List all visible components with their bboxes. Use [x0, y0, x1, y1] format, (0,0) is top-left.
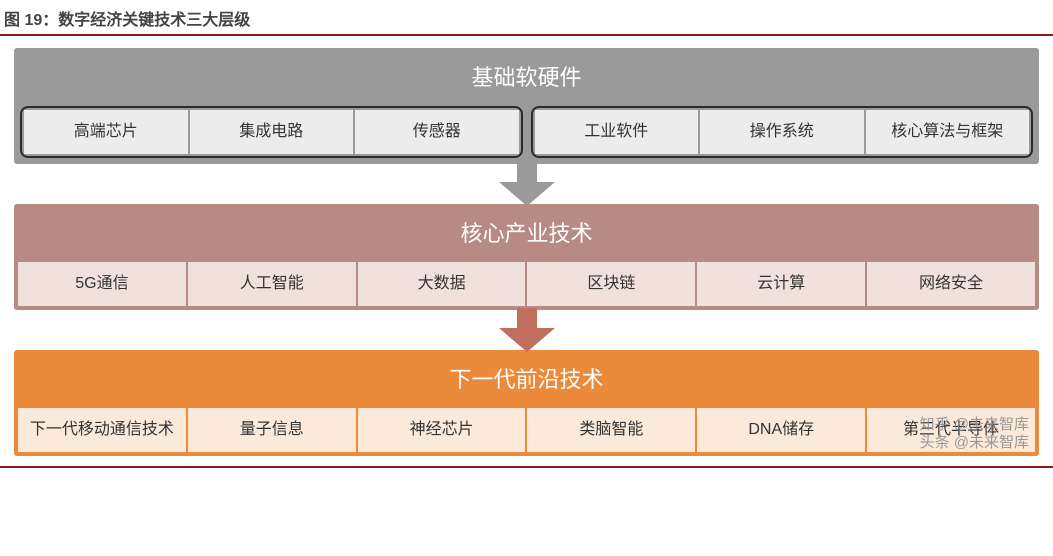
tier-2-item-4: DNA储存	[697, 408, 865, 452]
tier-0: 基础软硬件 高端芯片 集成电路 传感器 工业软件 操作系统 核心算法与框架	[14, 48, 1039, 164]
tier-0-group-0-item-1: 集成电路	[190, 110, 354, 154]
tier-1-items: 5G通信 人工智能 大数据 区块链 云计算 网络安全	[16, 262, 1037, 308]
diagram-canvas: 基础软硬件 高端芯片 集成电路 传感器 工业软件 操作系统 核心算法与框架 核心…	[0, 36, 1053, 468]
tier-1-item-5: 网络安全	[867, 262, 1035, 306]
tier-2-item-3: 类脑智能	[527, 408, 695, 452]
tier-0-group-0-item-2: 传感器	[355, 110, 519, 154]
tier-1: 核心产业技术 5G通信 人工智能 大数据 区块链 云计算 网络安全	[14, 204, 1039, 310]
tier-1-item-0: 5G通信	[18, 262, 186, 306]
tier-0-group-0: 高端芯片 集成电路 传感器	[20, 106, 523, 158]
tier-2-items: 下一代移动通信技术 量子信息 神经芯片 类脑智能 DNA储存 第三代半导体	[16, 408, 1037, 454]
arrow-0-shape	[499, 162, 555, 206]
figure-title: 图 19：数字经济关键技术三大层级	[0, 0, 1053, 36]
tier-1-item-1: 人工智能	[188, 262, 356, 306]
tier-0-group-1-item-1: 操作系统	[700, 110, 864, 154]
arrow-1	[14, 308, 1039, 352]
tier-2-item-2: 神经芯片	[358, 408, 526, 452]
tier-0-group-1-item-0: 工业软件	[535, 110, 699, 154]
tier-1-header: 核心产业技术	[16, 206, 1037, 262]
arrow-1-shape	[499, 308, 555, 352]
tier-0-group-0-item-0: 高端芯片	[24, 110, 188, 154]
tier-0-header: 基础软硬件	[16, 50, 1037, 106]
tier-0-group-1: 工业软件 操作系统 核心算法与框架	[531, 106, 1034, 158]
arrow-1-svg	[497, 308, 557, 352]
tier-2-header: 下一代前沿技术	[16, 352, 1037, 408]
tier-2-item-0: 下一代移动通信技术	[18, 408, 186, 452]
tier-1-item-4: 云计算	[697, 262, 865, 306]
tier-0-group-1-item-2: 核心算法与框架	[866, 110, 1030, 154]
tier-1-item-2: 大数据	[358, 262, 526, 306]
tier-0-groups: 高端芯片 集成电路 传感器 工业软件 操作系统 核心算法与框架	[16, 106, 1037, 162]
tier-2: 下一代前沿技术 下一代移动通信技术 量子信息 神经芯片 类脑智能 DNA储存 第…	[14, 350, 1039, 456]
arrow-0	[14, 162, 1039, 206]
tier-1-item-3: 区块链	[527, 262, 695, 306]
arrow-0-svg	[497, 162, 557, 206]
tier-2-item-5: 第三代半导体	[867, 408, 1035, 452]
tier-2-item-1: 量子信息	[188, 408, 356, 452]
